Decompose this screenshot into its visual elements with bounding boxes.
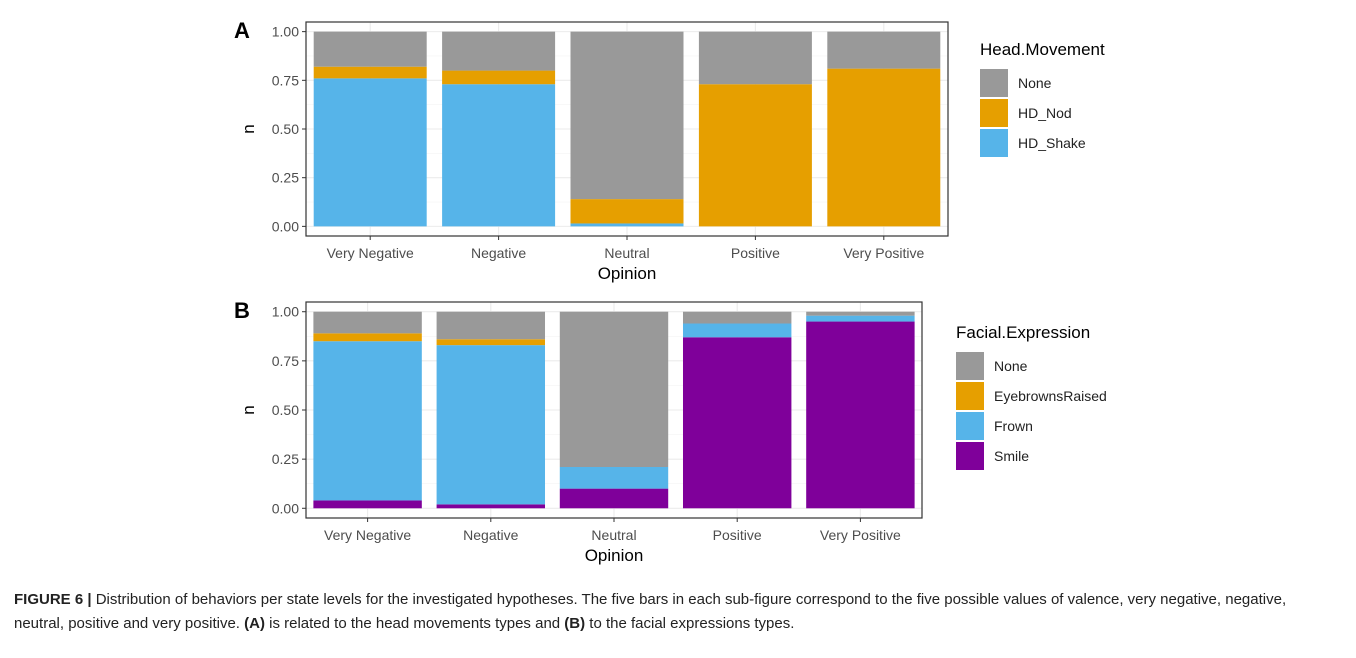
panel-b-legend-key bbox=[956, 412, 984, 440]
panel-a-bar-hd-shake bbox=[442, 84, 556, 227]
panel-b-x-tick-label: Negative bbox=[463, 527, 518, 543]
panel-b-legend-key bbox=[956, 382, 984, 410]
chart-canvas: 0.00 0.25 0.50 0.75 1.00 Very Negative Negativ… bbox=[234, 18, 1107, 565]
panel-a-y-axis-title: n bbox=[239, 124, 258, 133]
panel-b-bar-none bbox=[682, 311, 792, 324]
panel-b-bar-smile bbox=[313, 500, 422, 509]
panel-b-x-tick-label: Very Positive bbox=[820, 527, 901, 543]
panel-b-y-tick-label: 1.00 bbox=[272, 304, 299, 320]
panel-a-y-tick-label: 1.00 bbox=[272, 24, 299, 40]
panel-b-bar-none bbox=[559, 311, 669, 468]
panel-a-legend-key bbox=[980, 129, 1008, 157]
panel-a-x-axis-title: Opinion bbox=[598, 264, 657, 283]
panel-a-bar-hd-nod bbox=[313, 66, 427, 79]
panel-b-bar-none bbox=[806, 311, 915, 316]
panel-a-legend-key bbox=[980, 69, 1008, 97]
panel-b-legend-key bbox=[956, 442, 984, 470]
panel-a-bar-none bbox=[313, 31, 427, 67]
panel-a-y-tick-label: 0.00 bbox=[272, 218, 299, 234]
panel-a-legend-label: HD_Nod bbox=[1018, 105, 1072, 121]
panel-b-bar-smile bbox=[559, 488, 669, 509]
panel-b-y-tick-label: 0.50 bbox=[272, 402, 299, 418]
panel-a-x-tick-label: Neutral bbox=[604, 245, 649, 261]
panel-b-bar-eyebrownsraised bbox=[436, 339, 546, 346]
caption-ref-a: (A) bbox=[244, 615, 265, 632]
panel-b-y-tick-label: 0.00 bbox=[272, 500, 299, 516]
caption-text-3: to the facial expressions types. bbox=[585, 615, 795, 632]
panel-a-legend-label: None bbox=[1018, 75, 1052, 91]
figure-caption: FIGURE 6 | Distribution of behaviors per… bbox=[14, 588, 1334, 636]
panel-b-legend-label: EyebrownsRaised bbox=[994, 388, 1107, 404]
panel-b-bar-frown bbox=[806, 315, 915, 322]
panel-a-legend-title: Head.Movement bbox=[980, 40, 1105, 59]
panel-b-bar-eyebrownsraised bbox=[313, 333, 422, 342]
panel-a-bar-none bbox=[827, 31, 941, 69]
panel-a-legend-key bbox=[980, 99, 1008, 127]
panel-b-legend-key bbox=[956, 352, 984, 380]
panel-a-legend-label: HD_Shake bbox=[1018, 135, 1086, 151]
panel-b-legend-label: None bbox=[994, 358, 1028, 374]
panel-a-bar-none bbox=[570, 31, 684, 200]
panel-b-bar-frown bbox=[682, 323, 792, 338]
panel-a-x-tick-label: Positive bbox=[731, 245, 780, 261]
panel-a-bar-hd-shake bbox=[570, 223, 684, 227]
panel-a-x-tick-label: Negative bbox=[471, 245, 526, 261]
panel-a-bar-none bbox=[442, 31, 556, 71]
panel-a-x-tick-label: Very Positive bbox=[843, 245, 924, 261]
panel-b-bar-frown bbox=[313, 341, 422, 501]
panel-b-bar-smile bbox=[682, 337, 792, 509]
panel-a-bar-hd-nod bbox=[698, 84, 812, 227]
panel-a-bar-hd-nod bbox=[827, 68, 941, 227]
caption-text-1: Distribution of behaviors per state leve… bbox=[14, 591, 1287, 632]
panel-a-bar-hd-nod bbox=[570, 199, 684, 224]
panel-a-bar-hd-nod bbox=[442, 70, 556, 85]
panel-a-bar-none bbox=[698, 31, 812, 85]
panel-a-x-tick-label: Very Negative bbox=[327, 245, 414, 261]
panel-b-bar-none bbox=[436, 311, 546, 340]
panel-b-bar-none bbox=[313, 311, 422, 334]
panel-b-legend-label: Smile bbox=[994, 448, 1029, 464]
panel-a-panel-letter: A bbox=[234, 18, 250, 43]
panel-b-x-tick-label: Neutral bbox=[591, 527, 636, 543]
panel-b-x-tick-label: Positive bbox=[713, 527, 762, 543]
panel-a-y-tick-label: 0.25 bbox=[272, 170, 299, 186]
panel-b-y-tick-label: 0.75 bbox=[272, 353, 299, 369]
panel-b-y-tick-label: 0.25 bbox=[272, 451, 299, 467]
panel-a-y-tick-label: 0.50 bbox=[272, 121, 299, 137]
panel-a-y-tick-label: 0.75 bbox=[272, 72, 299, 88]
caption-ref-b: (B) bbox=[564, 615, 586, 632]
panel-b-legend-title: Facial.Expression bbox=[956, 323, 1090, 342]
panel-a-bar-hd-shake bbox=[313, 78, 427, 227]
caption-label: FIGURE 6 | bbox=[14, 591, 92, 608]
panel-b-y-axis-title: n bbox=[239, 405, 258, 414]
panel-b-x-axis-title: Opinion bbox=[585, 546, 644, 565]
panel-b-bar-frown bbox=[559, 467, 669, 489]
panel-b-bar-smile bbox=[436, 504, 546, 509]
panel-b-x-tick-label: Very Negative bbox=[324, 527, 411, 543]
panel-b-bar-smile bbox=[806, 321, 915, 509]
panel-b-bar-frown bbox=[436, 345, 546, 505]
panel-b-panel-letter: B bbox=[234, 298, 250, 323]
panel-b-legend-label: Frown bbox=[994, 418, 1033, 434]
caption-text-2: is related to the head movements types a… bbox=[264, 615, 565, 632]
